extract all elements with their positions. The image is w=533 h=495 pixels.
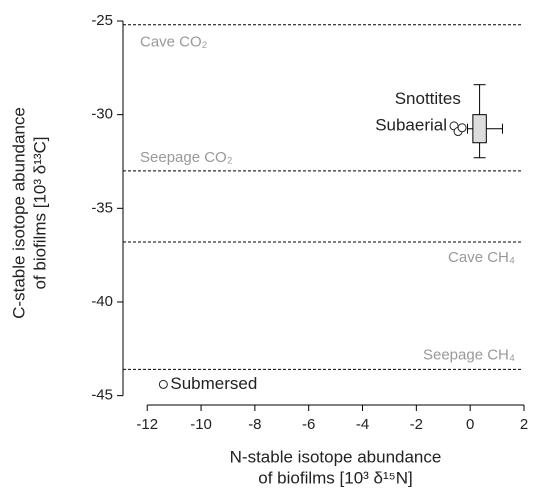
y-tick-label: -35	[91, 199, 113, 216]
x-axis-label: of biofilms [10³ δ¹⁵N]	[258, 468, 412, 487]
x-tick-label: 0	[466, 416, 474, 433]
x-tick-label: -2	[410, 416, 423, 433]
y-axis-label: C-stable isotope abundance	[9, 107, 28, 319]
x-tick-label: -6	[302, 416, 315, 433]
point	[158, 379, 168, 389]
x-tick-label: 2	[520, 416, 528, 433]
box-label: Snottites	[395, 89, 461, 108]
series-label: Submersed	[170, 374, 257, 393]
box	[472, 114, 487, 144]
y-tick-label: -45	[91, 387, 113, 404]
reference-label: Cave CH₄	[448, 249, 515, 266]
reference-label: Seepage CH₄	[423, 346, 515, 363]
x-tick-label: -8	[248, 416, 261, 433]
reference-label: Cave CO₂	[140, 34, 208, 51]
x-axis-label: N-stable isotope abundance	[230, 447, 442, 466]
y-axis-label: of biofilms [10³ δ¹³C]	[30, 136, 49, 289]
point	[457, 123, 467, 133]
y-tick-label: -30	[91, 106, 113, 123]
x-tick-label: -12	[136, 416, 158, 433]
series-label: Subaerial	[375, 115, 447, 134]
x-tick-label: -4	[356, 416, 369, 433]
reference-label: Seepage CO₂	[140, 149, 233, 166]
x-tick-label: -10	[190, 416, 212, 433]
y-tick-label: -40	[91, 293, 113, 310]
y-tick-label: -25	[91, 12, 113, 29]
